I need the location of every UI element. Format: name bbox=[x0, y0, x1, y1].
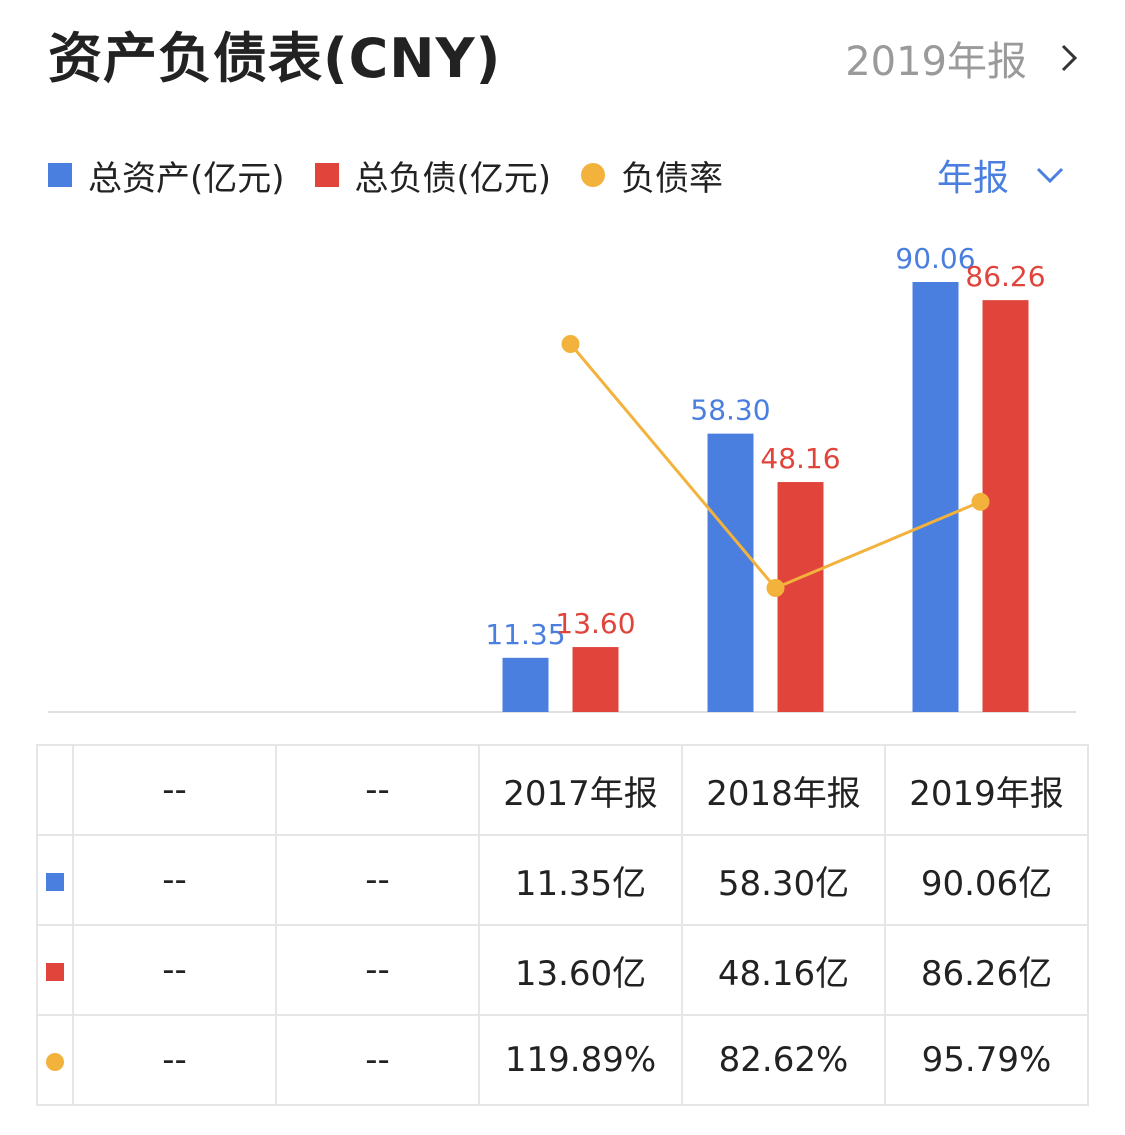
report-period-link[interactable]: 2019年报 bbox=[845, 30, 1085, 86]
period-type-label: 年报 bbox=[936, 158, 1009, 199]
table-header-cell: -- bbox=[72, 744, 277, 836]
table-cell: -- bbox=[72, 834, 277, 926]
debt-ratio-marker bbox=[46, 1053, 64, 1071]
row-marker-cell bbox=[36, 924, 74, 1016]
report-period-label: 2019年报 bbox=[845, 39, 1027, 85]
period-type-dropdown[interactable]: 年报 bbox=[937, 150, 1065, 200]
bar-label-liabilities: 48.16 bbox=[760, 442, 840, 475]
bar-label-liabilities: 13.60 bbox=[555, 607, 635, 640]
table-cell: -- bbox=[72, 1014, 277, 1106]
table-header-cell: 2018年报 bbox=[681, 744, 886, 836]
table-cell: -- bbox=[275, 924, 480, 1016]
table-cell: 48.16亿 bbox=[681, 924, 886, 1016]
legend-swatch-liabilities bbox=[314, 163, 339, 187]
table-cell: -- bbox=[275, 834, 480, 926]
legend-label-liabilities: 总负债(亿元) bbox=[354, 158, 552, 199]
table-cell: -- bbox=[72, 924, 277, 1016]
legend-swatch-assets bbox=[48, 163, 72, 187]
legend-item-liabilities[interactable]: 总负债(亿元) bbox=[314, 151, 552, 200]
table-header-cell: 2017年报 bbox=[478, 744, 683, 836]
legend-item-assets[interactable]: 总资产(亿元) bbox=[48, 151, 285, 200]
table-cell: 58.30亿 bbox=[681, 834, 886, 926]
table-row: -- -- 13.60亿 48.16亿 86.26亿 bbox=[36, 924, 1089, 1016]
bar-liabilities bbox=[777, 482, 824, 712]
table-cell: 82.62% bbox=[681, 1014, 886, 1106]
table-cell: 86.26亿 bbox=[884, 924, 1089, 1016]
bar-label-liabilities: 86.26 bbox=[965, 260, 1045, 293]
table-cell: 95.79% bbox=[884, 1014, 1089, 1106]
legend-swatch-debt-ratio bbox=[581, 163, 606, 187]
table-cell: 11.35亿 bbox=[478, 834, 683, 926]
table-row: -- -- 119.89% 82.62% 95.79% bbox=[36, 1014, 1089, 1106]
chevron-down-icon bbox=[1035, 160, 1065, 190]
liabilities-marker bbox=[46, 963, 64, 981]
bar-assets bbox=[502, 657, 549, 712]
bar-label-assets: 11.35 bbox=[485, 618, 565, 651]
table-header-cell: -- bbox=[275, 744, 480, 836]
legend-label-assets: 总资产(亿元) bbox=[88, 158, 285, 199]
bar-assets bbox=[912, 282, 959, 712]
legend-item-debt-ratio[interactable]: 负债率 bbox=[581, 151, 723, 200]
legend-label-debt-ratio: 负债率 bbox=[621, 158, 724, 199]
debt-ratio-point bbox=[561, 335, 580, 353]
bar-assets bbox=[707, 433, 754, 712]
table-cell: 90.06亿 bbox=[884, 834, 1089, 926]
table-header-row: -- -- 2017年报 2018年报 2019年报 bbox=[36, 744, 1089, 836]
row-marker-cell bbox=[36, 834, 74, 926]
assets-marker bbox=[46, 873, 64, 891]
chevron-right-icon bbox=[1053, 42, 1085, 74]
debt-ratio-point bbox=[766, 579, 785, 597]
bar-label-assets: 90.06 bbox=[895, 242, 975, 275]
debt-ratio-point bbox=[971, 492, 990, 511]
row-marker-cell bbox=[36, 1014, 74, 1106]
page-title: 资产负债表(CNY) bbox=[48, 27, 502, 90]
balance-sheet-table: -- -- 2017年报 2018年报 2019年报 -- -- 11.35亿 … bbox=[36, 744, 1089, 1106]
chart-legend: 总资产(亿元) 总负债(亿元) 负债率 bbox=[48, 150, 753, 200]
bar-liabilities bbox=[572, 647, 619, 712]
table-cell: 119.89% bbox=[478, 1014, 683, 1106]
table-row: -- -- 11.35亿 58.30亿 90.06亿 bbox=[36, 834, 1089, 926]
table-cell: 13.60亿 bbox=[478, 924, 683, 1016]
bar-liabilities bbox=[982, 300, 1029, 712]
table-corner-cell bbox=[36, 744, 74, 836]
table-header-cell: 2019年报 bbox=[884, 744, 1089, 836]
table-cell: -- bbox=[275, 1014, 480, 1106]
bar-label-assets: 58.30 bbox=[690, 394, 770, 427]
